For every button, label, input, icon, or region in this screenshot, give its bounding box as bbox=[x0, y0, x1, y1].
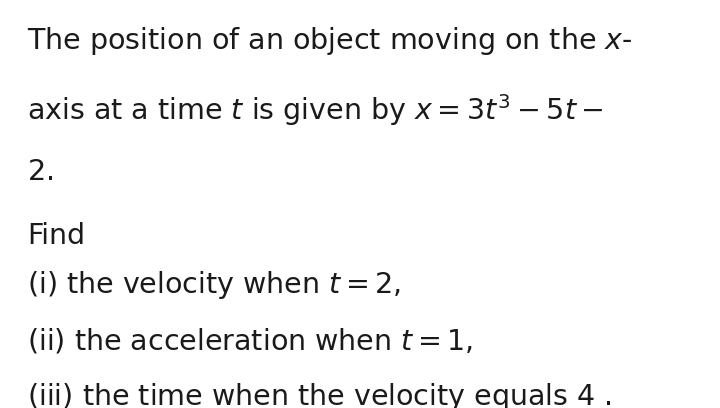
Text: (iii) the time when the velocity equals $4$ .: (iii) the time when the velocity equals … bbox=[27, 381, 612, 408]
Text: Find: Find bbox=[27, 222, 86, 251]
Text: axis at a time $t$ is given by $x = 3t^3 - 5t -$: axis at a time $t$ is given by $x = 3t^3… bbox=[27, 92, 604, 128]
Text: $2.$: $2.$ bbox=[27, 158, 53, 186]
Text: (ii) the acceleration when $t = 1,$: (ii) the acceleration when $t = 1,$ bbox=[27, 326, 474, 355]
Text: (i) the velocity when $t = 2,$: (i) the velocity when $t = 2,$ bbox=[27, 269, 402, 301]
Text: The position of an object moving on the $x$-: The position of an object moving on the … bbox=[27, 25, 633, 57]
